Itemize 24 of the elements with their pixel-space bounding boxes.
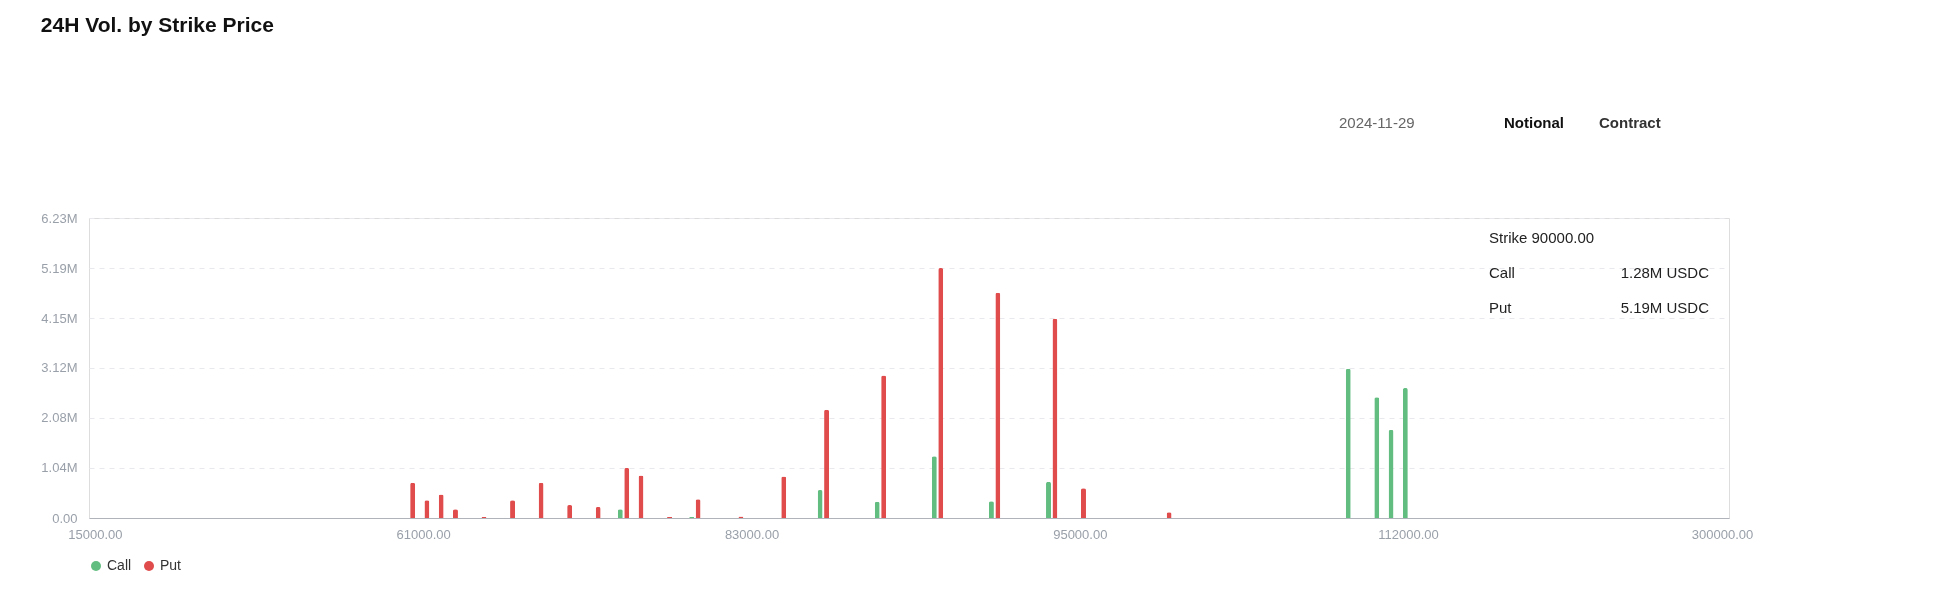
y-tick-label: 4.15M xyxy=(41,310,78,326)
text: Contract xyxy=(1599,114,1661,131)
x-tick-label: 112000.00 xyxy=(1378,526,1439,542)
legend-label: Call xyxy=(107,557,132,573)
y-tick-label: 2.08M xyxy=(41,410,78,426)
text: Notional xyxy=(1504,114,1564,131)
x-tick-label: 95000.00 xyxy=(1053,526,1108,542)
annotation: Put xyxy=(1489,299,1513,316)
text: 2024-11-29 xyxy=(1339,114,1415,131)
legend-label: Put xyxy=(160,557,182,573)
y-tick-label: 3.12M xyxy=(41,360,78,376)
annotation: Strike 90000.00 xyxy=(1489,229,1595,246)
x-tick-label: 300000.00 xyxy=(1691,526,1754,542)
y-tick-label: 5.19M xyxy=(41,260,78,276)
y-tick-label: 0.00 xyxy=(52,510,78,526)
y-tick-label: 1.04M xyxy=(41,460,78,476)
x-tick-label: 15000.00 xyxy=(68,526,123,542)
annotation: Call xyxy=(1489,264,1515,281)
x-tick-label: 83000.00 xyxy=(724,526,780,542)
x-tick-label: 61000.00 xyxy=(396,526,451,542)
chart-title: 24H Vol. by Strike Price xyxy=(40,13,274,36)
y-tick-label: 6.23M xyxy=(41,210,78,226)
annotation: 1.28M USDC xyxy=(1620,264,1710,281)
annotation: 5.19M USDC xyxy=(1620,299,1710,316)
